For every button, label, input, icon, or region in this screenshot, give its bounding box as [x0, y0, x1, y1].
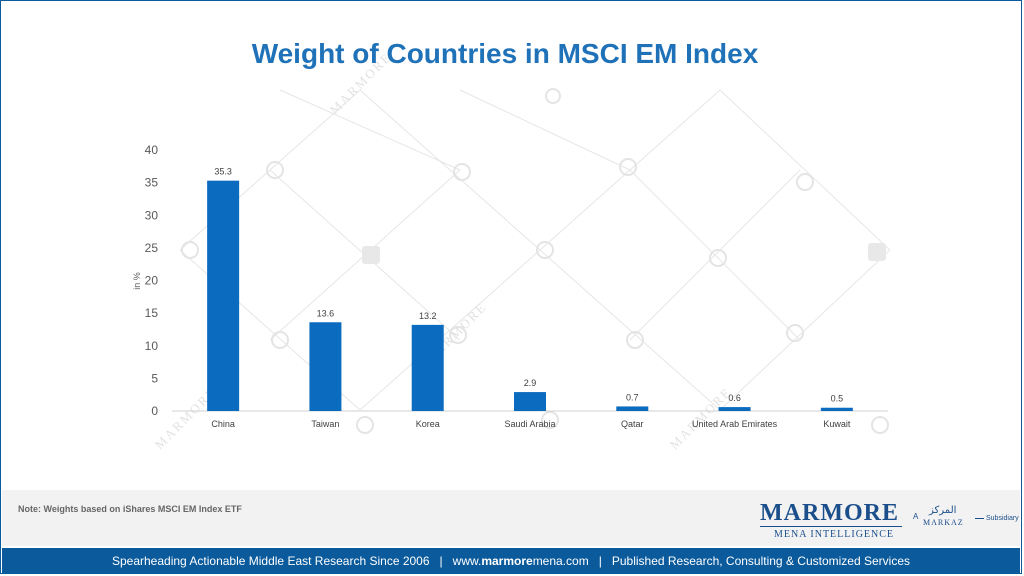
x-tick-label: Korea: [416, 419, 440, 429]
bar: [820, 407, 853, 411]
data-label: 2.9: [524, 378, 537, 388]
bar: [616, 406, 649, 411]
footer-url-prefix: www.: [452, 554, 482, 568]
data-label: 0.6: [728, 393, 741, 403]
y-tick-label: 10: [145, 339, 159, 353]
footer-url-link[interactable]: www.marmoremena.com: [453, 554, 589, 568]
x-tick-label: Kuwait: [823, 419, 851, 429]
logo-brand: MARMORE: [760, 500, 899, 526]
data-label: 13.2: [419, 311, 437, 321]
x-tick-label: United Arab Emirates: [692, 419, 778, 429]
data-label: 0.5: [831, 394, 844, 404]
x-tick-label: Qatar: [621, 419, 644, 429]
x-tick-label: China: [211, 419, 235, 429]
bar: [309, 322, 342, 411]
x-tick-label: Saudi Arabia: [504, 419, 555, 429]
footer-tagline: Spearheading Actionable Middle East Rese…: [111, 554, 430, 568]
bar-chart: 0 5 10 15 20 25 30 35 40 in % 35.3 China 13.6 Taiwan 1…: [132, 143, 888, 429]
footer-separator: |: [439, 554, 443, 568]
y-tick-label: 30: [145, 208, 159, 222]
data-label: 13.6: [317, 308, 335, 318]
subsidiary-label: Subsidiary: [986, 515, 1019, 522]
y-tick-label: 5: [151, 371, 158, 385]
source-note: Note: Weights based on iShares MSCI EM I…: [18, 504, 242, 514]
data-label: 0.7: [626, 392, 639, 402]
x-tick-label: Taiwan: [311, 419, 339, 429]
y-axis-label: in %: [132, 272, 142, 290]
y-tick-label: 35: [145, 176, 159, 190]
chart-title: Weight of Countries in MSCI EM Index: [251, 38, 759, 69]
markaz-logo: المركز MARKAZ: [921, 505, 973, 529]
y-tick-label: 15: [145, 306, 159, 320]
footer-url-suffix: mena.com: [532, 554, 589, 568]
footer-separator: |: [598, 554, 602, 568]
footer-bar: Spearheading Actionable Middle East Rese…: [2, 548, 1020, 574]
footer-url-bold: marmore: [481, 554, 533, 568]
y-tick-label: 25: [145, 241, 159, 255]
logo-rule: [760, 526, 902, 527]
data-label: 35.3: [214, 167, 232, 177]
subsidiary-rule: [975, 518, 984, 519]
y-tick-label: 0: [151, 404, 158, 418]
note-band: [2, 490, 1020, 546]
marmore-logo: MARMORE MENA INTELLIGENCE: [760, 500, 910, 544]
bar: [718, 407, 751, 411]
logo-tagline: MENA INTELLIGENCE: [774, 529, 895, 540]
y-tick-label: 40: [145, 143, 159, 157]
bar: [207, 180, 240, 411]
a-label: A: [913, 512, 919, 521]
bar: [514, 392, 546, 411]
bar: [411, 324, 444, 411]
y-tick-label: 20: [145, 274, 159, 288]
footer-services: Published Research, Consulting & Customi…: [611, 554, 910, 568]
markaz-arabic: المركز: [929, 505, 957, 516]
markaz-english: MARKAZ: [923, 518, 964, 527]
